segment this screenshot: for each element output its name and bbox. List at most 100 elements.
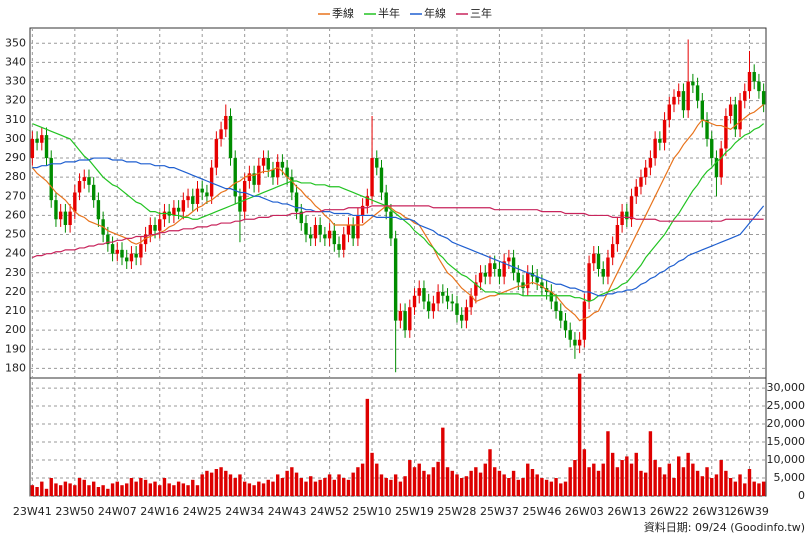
volume-bar xyxy=(153,481,157,496)
y-tick-label: 260 xyxy=(5,208,26,221)
x-tick-label: 24W16 xyxy=(140,505,179,518)
candle-body xyxy=(488,263,492,277)
y2-tick-label: 25,000 xyxy=(767,399,806,412)
candle-body xyxy=(120,249,124,258)
candle-body xyxy=(337,244,341,250)
legend-label: 三年 xyxy=(470,6,492,20)
candle-body xyxy=(455,303,459,315)
x-tick-label: 24W25 xyxy=(183,505,222,518)
candle-body xyxy=(643,167,648,178)
candle-body xyxy=(412,295,417,308)
candle-body xyxy=(370,158,374,197)
volume-bar xyxy=(375,463,379,496)
volume-bar xyxy=(403,476,407,496)
y-tick-label: 180 xyxy=(5,361,26,374)
volume-bar xyxy=(596,470,601,496)
candle-body xyxy=(521,282,525,289)
volume-bar xyxy=(658,467,662,496)
candle-body xyxy=(58,211,63,220)
candle-body xyxy=(271,169,275,178)
candle-body xyxy=(728,104,733,116)
volume-bar xyxy=(139,478,143,496)
x-tick-label: 25W46 xyxy=(522,505,561,518)
x-tick-label: 26W13 xyxy=(607,505,646,518)
y2-tick-label: 5,000 xyxy=(774,471,806,484)
volume-bar xyxy=(252,485,256,496)
candle-body xyxy=(478,272,483,283)
volume-bar xyxy=(686,452,690,496)
y-tick-label: 210 xyxy=(5,304,26,317)
volume-bar xyxy=(568,467,572,496)
candle-body xyxy=(408,307,412,331)
volume-bar xyxy=(724,470,728,496)
candle-body xyxy=(219,129,223,139)
volume-bar xyxy=(643,472,648,496)
candle-body xyxy=(662,119,667,143)
volume-bar xyxy=(101,485,105,496)
volume-bar xyxy=(120,485,124,496)
candle-body xyxy=(761,91,766,105)
volume-bar xyxy=(620,460,624,496)
candle-body xyxy=(615,224,620,245)
y-tick-label: 350 xyxy=(5,36,26,49)
candle-body xyxy=(304,223,308,235)
volume-bar xyxy=(549,481,554,496)
volume-bar xyxy=(309,476,313,496)
candle-body xyxy=(587,263,591,302)
candle-body xyxy=(257,165,261,185)
volume-bar xyxy=(535,474,539,496)
volume-bar xyxy=(662,474,667,496)
volume-bar xyxy=(125,483,129,496)
candle-body xyxy=(247,173,252,182)
volume-bar xyxy=(582,449,587,496)
volume-bar xyxy=(757,483,761,496)
volume-bar xyxy=(710,478,714,496)
volume-bar xyxy=(426,474,431,496)
volume-bar xyxy=(134,481,138,496)
volume-bar xyxy=(68,483,72,496)
volume-bar xyxy=(761,481,766,496)
volume-bar xyxy=(733,481,738,496)
y2-tick-label: 30,000 xyxy=(767,381,806,394)
volume-bar xyxy=(162,478,167,496)
candle-body xyxy=(516,272,521,283)
volume-bar xyxy=(332,479,337,496)
candle-body xyxy=(261,158,266,166)
candle-body xyxy=(464,307,469,321)
volume-bar xyxy=(247,483,252,496)
volume-bar xyxy=(705,467,709,496)
candle-body xyxy=(540,282,544,289)
candle-body xyxy=(596,253,601,269)
candle-body xyxy=(511,257,516,273)
y2-tick-label: 15,000 xyxy=(767,435,806,448)
candle-body xyxy=(228,115,233,159)
volume-bar xyxy=(573,460,577,496)
y-tick-label: 320 xyxy=(5,94,26,107)
volume-bar xyxy=(58,485,63,496)
volume-bar xyxy=(379,474,384,496)
volume-bar xyxy=(44,488,49,496)
x-tick-label: 24W52 xyxy=(310,505,349,518)
x-tick-label: 23W50 xyxy=(55,505,94,518)
candle-body xyxy=(96,200,101,220)
candle-body xyxy=(610,244,615,258)
y-tick-label: 220 xyxy=(5,285,26,298)
candle-body xyxy=(172,207,176,216)
volume-bar xyxy=(73,485,77,496)
volume-bar xyxy=(360,463,365,496)
candle-body xyxy=(290,177,294,193)
volume-bar xyxy=(592,463,596,496)
candle-body xyxy=(49,158,53,201)
volume-bar xyxy=(530,469,535,496)
volume-bar xyxy=(195,485,200,496)
volume-bar xyxy=(441,427,445,496)
y-tick-label: 250 xyxy=(5,228,26,241)
candle-body xyxy=(733,104,738,130)
volume-bar xyxy=(393,474,398,496)
x-tick-label: 24W34 xyxy=(225,505,264,518)
volume-bar xyxy=(672,478,676,496)
volume-bar xyxy=(342,478,346,496)
candle-body xyxy=(214,138,219,168)
volume-bar xyxy=(459,478,464,496)
